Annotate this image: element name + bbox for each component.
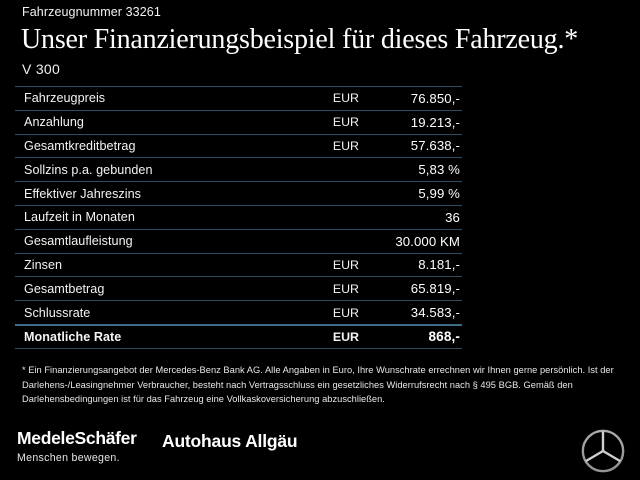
row-currency: EUR (332, 138, 359, 153)
row-label: Sollzins p.a. gebunden (24, 162, 153, 177)
table-row: Schlussrate EUR 34.583,- (15, 300, 462, 324)
row-value: 868,- (428, 329, 460, 345)
row-label: Fahrzeugpreis (24, 91, 106, 106)
row-label: Laufzeit in Monaten (24, 210, 135, 225)
table-row: Laufzeit in Monaten 36 (15, 204, 462, 229)
row-label: Gesamtkreditbetrag (24, 138, 136, 153)
row-value: 57.638,- (410, 138, 460, 154)
row-label: Effektiver Jahreszins (24, 186, 142, 201)
row-value: 34.583,- (410, 305, 460, 321)
dealer-logo-medeleschaefer: MedeleSchäfer Menschen bewegen. (17, 428, 137, 466)
table-row: Gesamtlaufleistung 30.000 KM (15, 228, 462, 253)
row-value: 30.000 KM (395, 233, 460, 249)
row-value: 76.850,- (410, 90, 460, 106)
row-currency: EUR (332, 329, 359, 344)
table-row: Monatliche Rate EUR 868,- (15, 323, 462, 348)
row-label: Zinsen (24, 257, 63, 272)
footer: MedeleSchäfer Menschen bewegen. Autohaus… (0, 424, 640, 480)
row-label: Anzahlung (24, 115, 84, 130)
table-bottom-divider (15, 347, 462, 349)
row-label: Gesamtbetrag (24, 281, 105, 296)
table-row: Fahrzeugpreis EUR 76.850,- (15, 86, 462, 110)
page-title: Unser Finanzierungsbeispiel für dieses F… (21, 24, 579, 55)
row-value: 8.181,- (418, 257, 460, 273)
table-row: Anzahlung EUR 19.213,- (15, 109, 462, 134)
footnote-text: * Ein Finanzierungsangebot der Mercedes-… (22, 365, 614, 405)
row-currency: EUR (332, 281, 359, 296)
row-currency: EUR (332, 257, 359, 272)
row-label: Schlussrate (24, 305, 91, 320)
vehicle-number: Fahrzeugnummer 33261 (22, 5, 161, 19)
table-row: Zinsen EUR 8.181,- (15, 252, 462, 277)
row-value: 19.213,- (410, 114, 460, 130)
table-row: Sollzins p.a. gebunden 5,83 % (15, 157, 462, 181)
dealer-brand-name: MedeleSchäfer (17, 428, 137, 448)
dealer-logo-autohaus-allgaeu: Autohaus Allgäu (162, 431, 298, 451)
row-value: 5,83 % (418, 162, 460, 178)
table-row: Effektiver Jahreszins 5,99 % (15, 181, 462, 205)
row-value: 36 (445, 209, 460, 225)
mercedes-benz-star-icon (579, 427, 627, 475)
row-value: 5,99 % (418, 186, 460, 202)
row-label: Monatliche Rate (24, 329, 122, 344)
financing-table: Fahrzeugpreis EUR 76.850,- Anzahlung EUR 19.2… (15, 86, 462, 349)
row-currency: EUR (332, 305, 359, 320)
row-value: 65.819,- (410, 281, 460, 297)
dealer-tagline: Menschen bewegen. (17, 452, 120, 464)
row-currency: EUR (332, 115, 359, 130)
vehicle-model: V 300 (22, 61, 61, 77)
row-label: Gesamtlaufleistung (24, 234, 133, 249)
row-currency: EUR (332, 91, 359, 106)
table-row: Gesamtbetrag EUR 65.819,- (15, 276, 462, 300)
table-row: Gesamtkreditbetrag EUR 57.638,- (15, 133, 462, 158)
